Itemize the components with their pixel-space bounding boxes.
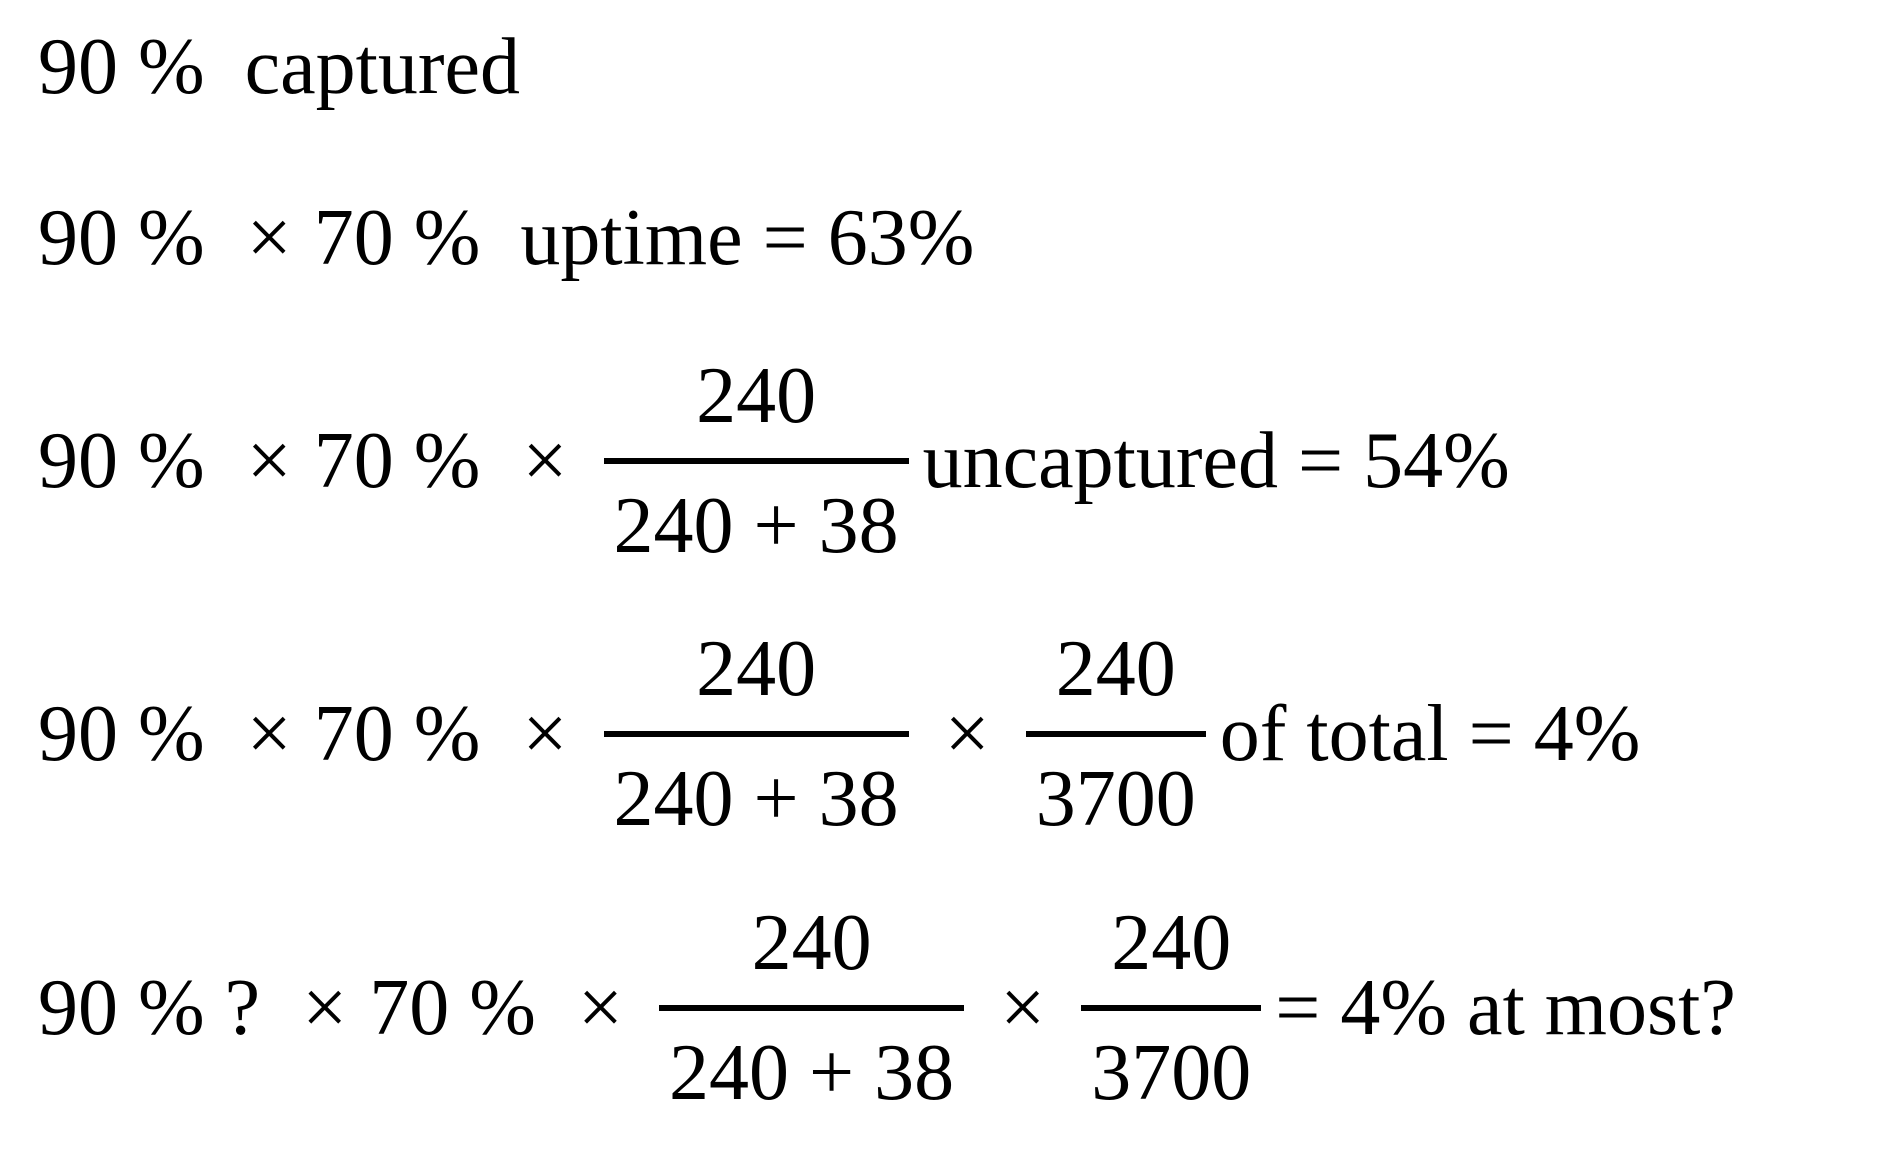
- fraction-numerator: 240: [696, 625, 817, 713]
- fraction: 240 3700: [1081, 899, 1262, 1117]
- fraction-denominator: 240 + 38: [669, 1029, 955, 1117]
- fraction-numerator: 240: [696, 352, 817, 440]
- equation-text: 90 %: [38, 416, 225, 505]
- times-operator: ×: [246, 193, 292, 282]
- fraction: 240 240 + 38: [659, 899, 965, 1117]
- equation-text: of total = 4%: [1219, 689, 1641, 778]
- times-operator: ×: [522, 416, 568, 505]
- fraction: 240 240 + 38: [603, 625, 909, 843]
- times-operator: ×: [302, 963, 348, 1052]
- times-operator: ×: [1000, 963, 1046, 1052]
- times-operator: ×: [246, 689, 292, 778]
- fraction: 240 240 + 38: [603, 352, 909, 570]
- fraction-denominator: 240 + 38: [613, 755, 899, 843]
- equation-text: 90 %: [38, 193, 225, 282]
- equation-text: 70 %: [369, 963, 556, 1052]
- times-operator: ×: [246, 416, 292, 505]
- equation-text: 90 %: [38, 689, 225, 778]
- fraction-numerator: 240: [1055, 625, 1176, 713]
- fraction-bar: [603, 458, 909, 464]
- times-operator: ×: [577, 963, 624, 1052]
- fraction-denominator: 240 + 38: [613, 482, 899, 570]
- equation-text: uncaptured = 54%: [922, 416, 1510, 505]
- fraction-bar: [659, 1005, 965, 1011]
- equation-text: 70 %: [313, 689, 501, 778]
- equation-text: 70 %: [313, 416, 501, 505]
- equation-text: 70 % uptime = 63%: [313, 193, 975, 282]
- fraction-denominator: 3700: [1035, 755, 1196, 843]
- fraction-numerator: 240: [751, 899, 872, 987]
- fraction-bar: [1081, 1005, 1262, 1011]
- times-operator: ×: [944, 689, 990, 778]
- equation-text: 90 % captured: [38, 22, 521, 111]
- fraction: 240 3700: [1025, 625, 1206, 843]
- equation-text: = 4% at most?: [1275, 963, 1736, 1052]
- fraction-bar: [1025, 731, 1206, 737]
- equation-text: 90 % ?: [38, 963, 281, 1052]
- fraction-denominator: 3700: [1091, 1029, 1252, 1117]
- times-operator: ×: [522, 689, 568, 778]
- fraction-bar: [603, 731, 909, 737]
- fraction-numerator: 240: [1111, 899, 1232, 987]
